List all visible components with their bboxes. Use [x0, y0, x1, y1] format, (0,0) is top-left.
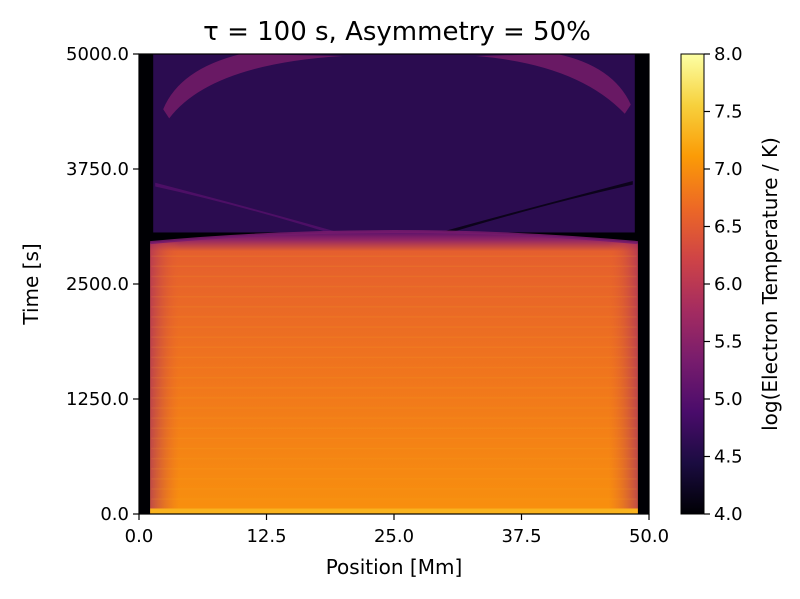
- hot-phase-band: [151, 285, 637, 288]
- colorbar: 4.0 4.5 5.0 5.5 6.0 6.5 7.0 7.5 8.0 log(Electron…: [680, 44, 782, 525]
- x-tick-label: 12.5: [246, 526, 286, 547]
- hot-phase-band: [151, 295, 637, 298]
- hot-phase-band: [151, 397, 637, 399]
- colorbar-ticks: 4.0 4.5 5.0 5.5 6.0 6.5 7.0 7.5 8.0: [704, 44, 743, 525]
- hot-phase-band: [151, 457, 637, 460]
- edge-fade: [150, 242, 638, 514]
- y-tick-label: 5000.0: [66, 44, 129, 65]
- x-axis-label: Position [Mm]: [326, 555, 463, 579]
- condensation-streak-right: [424, 180, 633, 241]
- y-tick-label: 1250.0: [66, 389, 129, 410]
- hot-phase-band: [151, 417, 637, 419]
- colorbar-tick-label: 5.5: [714, 332, 743, 353]
- hot-phase-band: [151, 427, 637, 430]
- colorbar-tick-label: 7.5: [714, 102, 743, 123]
- y-tick-label: 0.0: [100, 504, 129, 525]
- hot-phase-band: [151, 488, 637, 490]
- hot-phase-band: [151, 376, 637, 379]
- hot-phase-band: [151, 478, 637, 480]
- y-axis: 0.0 1250.0 2500.0 3750.0 5000.0: [66, 44, 139, 525]
- heatmap-layer: [139, 54, 649, 514]
- hot-phase-band: [151, 306, 637, 308]
- hot-phase-band: [151, 387, 637, 389]
- y-axis-label: Time [s]: [19, 243, 43, 325]
- hot-phase-band: [151, 316, 637, 318]
- siphon-arc-right: [475, 54, 631, 114]
- y-tick-label: 3750.0: [66, 159, 129, 180]
- colorbar-tick-label: 4.0: [714, 504, 743, 525]
- hot-phase-band: [151, 447, 637, 450]
- colorbar-tick-label: 7.0: [714, 159, 743, 180]
- chromosphere-left: [139, 54, 150, 514]
- x-tick-label: 25.0: [374, 526, 414, 547]
- colorbar-tick-label: 5.0: [714, 389, 743, 410]
- condensation-streak-left: [155, 182, 354, 241]
- hot-phase-band: [151, 407, 637, 409]
- colorbar-fill: [681, 54, 704, 514]
- colorbar-tick-label: 4.5: [714, 447, 743, 468]
- hot-phase-band: [151, 255, 637, 257]
- hot-phase-band: [151, 346, 637, 349]
- x-axis: 0.0 12.5 25.0 37.5 50.0: [125, 514, 669, 547]
- cool-phase-region: [153, 54, 635, 233]
- chromosphere-right: [638, 54, 649, 514]
- hot-phase-band: [151, 326, 637, 328]
- y-tick-label: 2500.0: [66, 274, 129, 295]
- hot-phase-band: [151, 437, 637, 440]
- heatmap-plot-area: [139, 54, 649, 514]
- colorbar-tick-label: 6.0: [714, 274, 743, 295]
- hot-phase-band: [151, 356, 637, 359]
- chart-title: τ = 100 s, Asymmetry = 50%: [203, 17, 591, 47]
- hot-phase-band: [151, 275, 637, 278]
- x-tick-label: 0.0: [125, 526, 154, 547]
- hot-phase-band: [151, 265, 637, 268]
- hot-phase-band: [151, 468, 637, 470]
- colorbar-label: log(Electron Temperature / K): [758, 137, 782, 431]
- initial-heating-band: [150, 508, 638, 514]
- colorbar-tick-label: 6.5: [714, 217, 743, 238]
- x-tick-label: 37.5: [501, 526, 541, 547]
- siphon-arc-left: [163, 54, 343, 119]
- colorbar-tick-label: 8.0: [714, 44, 743, 65]
- hot-phase-band: [151, 498, 637, 500]
- x-tick-label: 50.0: [629, 526, 669, 547]
- cooling-front: [150, 230, 638, 245]
- hot-phase-band: [151, 336, 637, 338]
- hot-phase-band: [151, 366, 637, 369]
